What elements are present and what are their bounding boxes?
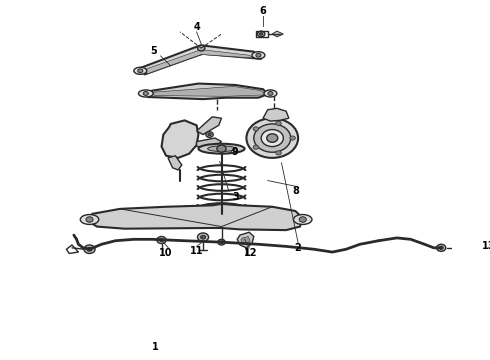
Circle shape <box>253 145 259 149</box>
Circle shape <box>439 246 443 249</box>
Text: 6: 6 <box>260 6 267 15</box>
Polygon shape <box>237 232 254 248</box>
Polygon shape <box>263 108 289 121</box>
Polygon shape <box>168 156 182 170</box>
Circle shape <box>254 124 291 152</box>
Text: 12: 12 <box>245 248 258 258</box>
Circle shape <box>256 53 261 57</box>
Circle shape <box>206 132 213 138</box>
Polygon shape <box>196 138 221 147</box>
Ellipse shape <box>252 52 265 59</box>
Circle shape <box>299 217 306 222</box>
Circle shape <box>220 241 223 243</box>
Polygon shape <box>241 237 250 245</box>
Circle shape <box>217 145 226 152</box>
Circle shape <box>253 127 259 131</box>
Ellipse shape <box>208 146 235 152</box>
Circle shape <box>197 233 209 242</box>
Ellipse shape <box>134 67 147 75</box>
Circle shape <box>267 134 278 142</box>
Text: 2: 2 <box>295 243 301 253</box>
Ellipse shape <box>139 90 153 97</box>
Polygon shape <box>143 84 268 99</box>
Circle shape <box>87 247 92 251</box>
Text: 10: 10 <box>159 248 173 258</box>
Text: 11: 11 <box>190 246 203 256</box>
Polygon shape <box>162 120 198 158</box>
Text: 5: 5 <box>150 46 157 56</box>
Circle shape <box>86 217 93 222</box>
Text: 3: 3 <box>232 192 239 202</box>
Polygon shape <box>150 86 266 96</box>
Circle shape <box>159 238 164 242</box>
Circle shape <box>260 33 263 35</box>
Text: 8: 8 <box>292 186 299 196</box>
Polygon shape <box>196 117 221 135</box>
Circle shape <box>246 118 298 158</box>
Circle shape <box>290 136 295 140</box>
Circle shape <box>261 130 283 147</box>
Text: 9: 9 <box>232 147 239 157</box>
Polygon shape <box>139 45 260 75</box>
Ellipse shape <box>198 204 245 214</box>
Circle shape <box>84 245 95 253</box>
Circle shape <box>258 31 265 37</box>
Ellipse shape <box>294 215 312 224</box>
Circle shape <box>138 69 143 73</box>
Circle shape <box>218 239 225 245</box>
Ellipse shape <box>198 144 245 154</box>
Circle shape <box>143 91 148 95</box>
Circle shape <box>276 151 281 155</box>
Circle shape <box>208 133 211 136</box>
Circle shape <box>157 237 166 244</box>
Ellipse shape <box>264 90 277 97</box>
Ellipse shape <box>80 215 99 224</box>
Text: 1: 1 <box>152 342 158 352</box>
Circle shape <box>200 235 205 239</box>
Circle shape <box>276 121 281 125</box>
Circle shape <box>268 91 273 95</box>
Polygon shape <box>143 50 254 74</box>
Circle shape <box>437 244 446 251</box>
Polygon shape <box>272 31 283 37</box>
Circle shape <box>197 45 205 51</box>
Text: 13: 13 <box>483 241 490 251</box>
Polygon shape <box>464 243 480 253</box>
Text: 4: 4 <box>193 22 200 32</box>
Polygon shape <box>88 204 303 230</box>
